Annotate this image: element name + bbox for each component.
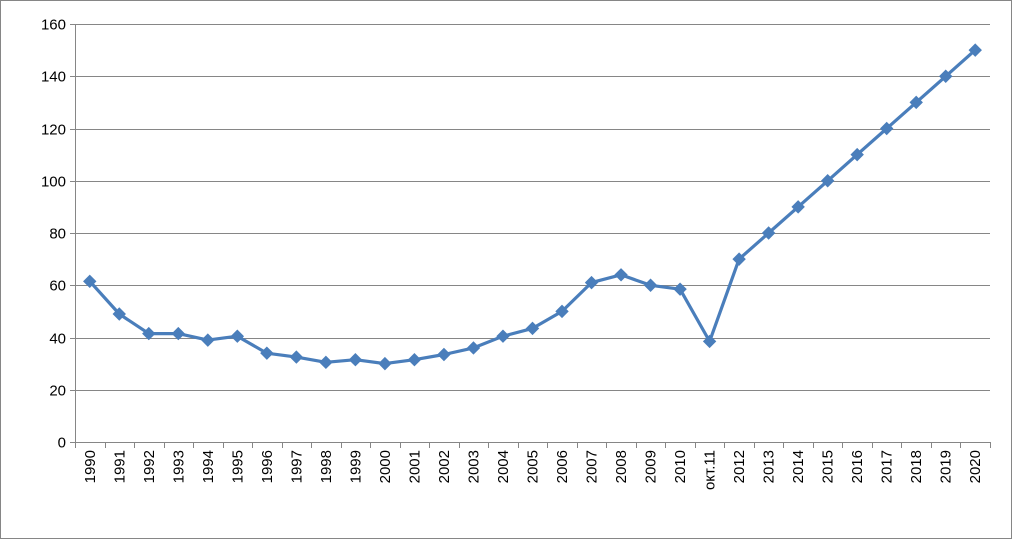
data-point-marker xyxy=(555,304,569,319)
data-point-marker xyxy=(850,147,864,162)
x-tick-label: 2001 xyxy=(406,450,423,483)
data-point-marker xyxy=(643,278,658,292)
data-point-marker xyxy=(142,326,156,341)
data-point-marker xyxy=(761,226,776,240)
data-point-marker xyxy=(702,334,717,349)
data-point-marker xyxy=(466,341,481,355)
x-tick-label: 1990 xyxy=(82,450,99,483)
data-point-marker xyxy=(525,321,540,336)
x-tick-label: 2014 xyxy=(790,450,807,483)
data-point-marker xyxy=(319,355,333,370)
x-tick-label: 1995 xyxy=(229,450,246,483)
y-tick-label: 160 xyxy=(41,17,66,34)
x-tick-label: 1999 xyxy=(347,450,364,483)
x-tick-label: 1998 xyxy=(318,450,335,483)
y-tick-label: 20 xyxy=(49,383,66,400)
x-tick-label: 2006 xyxy=(554,450,571,483)
y-tick-label: 60 xyxy=(49,278,66,295)
data-point-marker xyxy=(201,333,215,347)
x-tick-label: 2000 xyxy=(377,450,394,483)
y-tick-label: 40 xyxy=(49,331,66,348)
gridlines xyxy=(75,24,990,391)
x-tick-label: 2002 xyxy=(436,450,453,483)
data-point-marker xyxy=(673,282,687,296)
x-tick-label: 2005 xyxy=(525,450,542,483)
data-point-marker xyxy=(820,174,835,188)
x-tick-label: 2020 xyxy=(967,450,984,483)
y-tick-label: 100 xyxy=(41,174,66,191)
data-point-marker xyxy=(732,252,746,266)
x-tick-label: 1992 xyxy=(141,450,158,483)
data-point-marker xyxy=(939,69,953,83)
x-tick-label: 1996 xyxy=(259,450,276,483)
data-point-marker xyxy=(407,352,422,367)
x-tick-label: 2019 xyxy=(938,450,955,483)
data-point-marker xyxy=(614,268,628,282)
x-tick-label: 2010 xyxy=(672,450,689,483)
data-point-marker xyxy=(348,352,363,367)
y-tick-label: 140 xyxy=(41,69,66,86)
x-tick-label: 2003 xyxy=(465,450,482,483)
series-group xyxy=(83,43,982,371)
x-tick-label: 1997 xyxy=(288,450,305,483)
data-point-marker xyxy=(378,356,392,371)
x-tick-label: 2018 xyxy=(908,450,925,483)
x-tick-label: 1991 xyxy=(111,450,128,483)
y-tick-label: 80 xyxy=(49,226,66,243)
x-tick-label: 2008 xyxy=(613,450,630,483)
x-tick-label: окт.11 xyxy=(702,450,719,490)
data-point-marker xyxy=(289,350,304,364)
x-tick-label: 1993 xyxy=(170,450,187,483)
axes xyxy=(70,24,991,448)
x-tick-label: 1994 xyxy=(200,450,217,483)
x-tick-label: 2009 xyxy=(643,450,660,483)
x-axis-tick-labels: 1990 1991 1992 1993 1994 1995 1996 1997 1998 1999… xyxy=(82,450,984,490)
data-point-marker xyxy=(496,329,510,343)
data-point-marker xyxy=(584,275,599,290)
data-point-marker xyxy=(909,95,923,110)
data-point-marker xyxy=(260,346,274,360)
series-line xyxy=(88,48,977,366)
x-tick-label: 2012 xyxy=(731,450,748,483)
y-axis-tick-labels: 0 20 40 60 80 100 120 140 160 xyxy=(41,17,66,452)
x-tick-label: 2004 xyxy=(495,450,512,483)
data-point-marker xyxy=(791,200,805,214)
x-tick-label: 2013 xyxy=(761,450,778,483)
data-point-marker xyxy=(879,121,894,136)
x-tick-label: 2016 xyxy=(849,450,866,483)
data-point-marker xyxy=(437,347,451,362)
data-point-marker xyxy=(230,329,245,343)
data-point-marker xyxy=(171,326,186,341)
y-tick-label: 0 xyxy=(58,435,66,452)
x-tick-label: 2007 xyxy=(584,450,601,483)
y-tick-label: 120 xyxy=(41,122,66,139)
x-tick-label: 2017 xyxy=(879,450,896,483)
data-point-marker xyxy=(968,43,982,57)
x-tick-label: 2015 xyxy=(820,450,837,483)
data-point-marker xyxy=(83,274,97,289)
data-point-marker xyxy=(112,307,126,321)
